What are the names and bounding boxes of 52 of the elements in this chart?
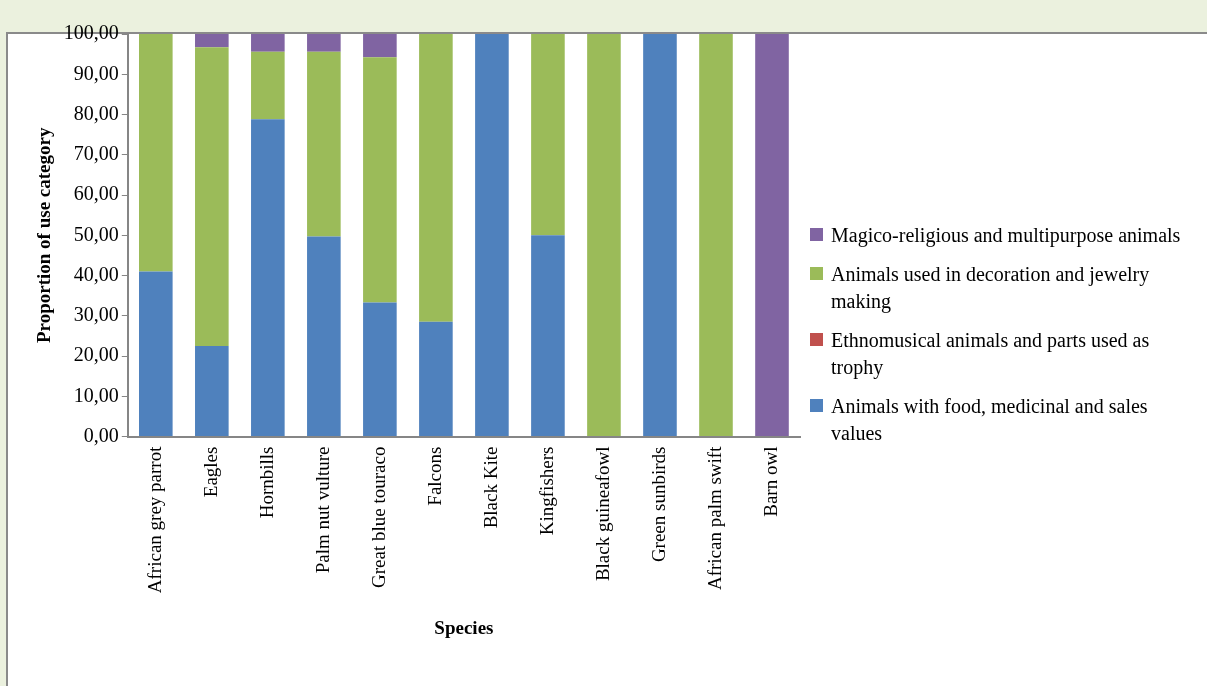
bar bbox=[195, 34, 229, 48]
bar bbox=[755, 34, 789, 437]
legend-label: Ethnomusical animals and parts used as trophy bbox=[831, 328, 1151, 381]
x-tick-label: Great blue touraco bbox=[367, 446, 389, 588]
bar bbox=[531, 235, 565, 437]
x-tick-label: Black guineafowl bbox=[591, 446, 613, 582]
x-tick-label: Falcons bbox=[423, 446, 445, 506]
bar bbox=[139, 34, 173, 272]
bar bbox=[139, 271, 173, 437]
y-axis-title: Proportion of use category bbox=[33, 127, 55, 344]
y-tick-label: 90,00 bbox=[73, 61, 119, 84]
x-tick-label: Barn owl bbox=[759, 446, 781, 517]
bar bbox=[475, 34, 509, 437]
bar bbox=[531, 34, 565, 236]
x-tick-label: Palm nut vulture bbox=[311, 446, 333, 574]
y-tick-label: 40,00 bbox=[73, 262, 119, 285]
bar bbox=[307, 236, 341, 437]
bar bbox=[251, 34, 285, 52]
x-tick-label: Kingfishers bbox=[535, 446, 557, 536]
bar bbox=[419, 321, 453, 437]
y-tick-label: 10,00 bbox=[73, 383, 119, 406]
x-tick-label: African palm swift bbox=[703, 445, 725, 591]
bar bbox=[419, 34, 453, 322]
bar bbox=[363, 302, 397, 437]
bar bbox=[699, 34, 733, 437]
x-tick-label: Eagles bbox=[199, 446, 221, 498]
y-tick-label: 20,00 bbox=[73, 343, 119, 366]
legend-label: Animals with food, medicinal and sales values bbox=[831, 394, 1149, 446]
x-tick-label: African grey parrot bbox=[143, 445, 165, 594]
bar bbox=[195, 345, 229, 437]
bar bbox=[363, 34, 397, 58]
y-tick-label: 100,00 bbox=[63, 21, 119, 44]
bar bbox=[307, 34, 341, 52]
bar bbox=[195, 47, 229, 346]
legend-label: Animals used in decoration and jewelry making bbox=[831, 262, 1151, 315]
y-tick-label: 70,00 bbox=[73, 142, 119, 165]
x-axis-title: Species bbox=[434, 616, 494, 638]
bar bbox=[307, 51, 341, 237]
legend-label: Magico-religious and multipurpose animals bbox=[831, 223, 1182, 249]
y-tick-label: 30,00 bbox=[73, 303, 119, 326]
bar bbox=[251, 119, 285, 437]
x-tick-label: Green sunbirds bbox=[647, 446, 669, 563]
x-tick-label: Black Kite bbox=[479, 446, 501, 529]
x-tick-label: Hornbills bbox=[255, 446, 277, 519]
bar bbox=[587, 34, 621, 437]
bar bbox=[251, 51, 285, 120]
bar bbox=[643, 34, 677, 437]
y-tick-label: 80,00 bbox=[73, 101, 119, 124]
y-tick-label: 50,00 bbox=[73, 222, 119, 245]
y-tick-label: 60,00 bbox=[73, 182, 119, 205]
y-tick-label: 0,00 bbox=[83, 423, 119, 446]
bar bbox=[363, 57, 397, 303]
